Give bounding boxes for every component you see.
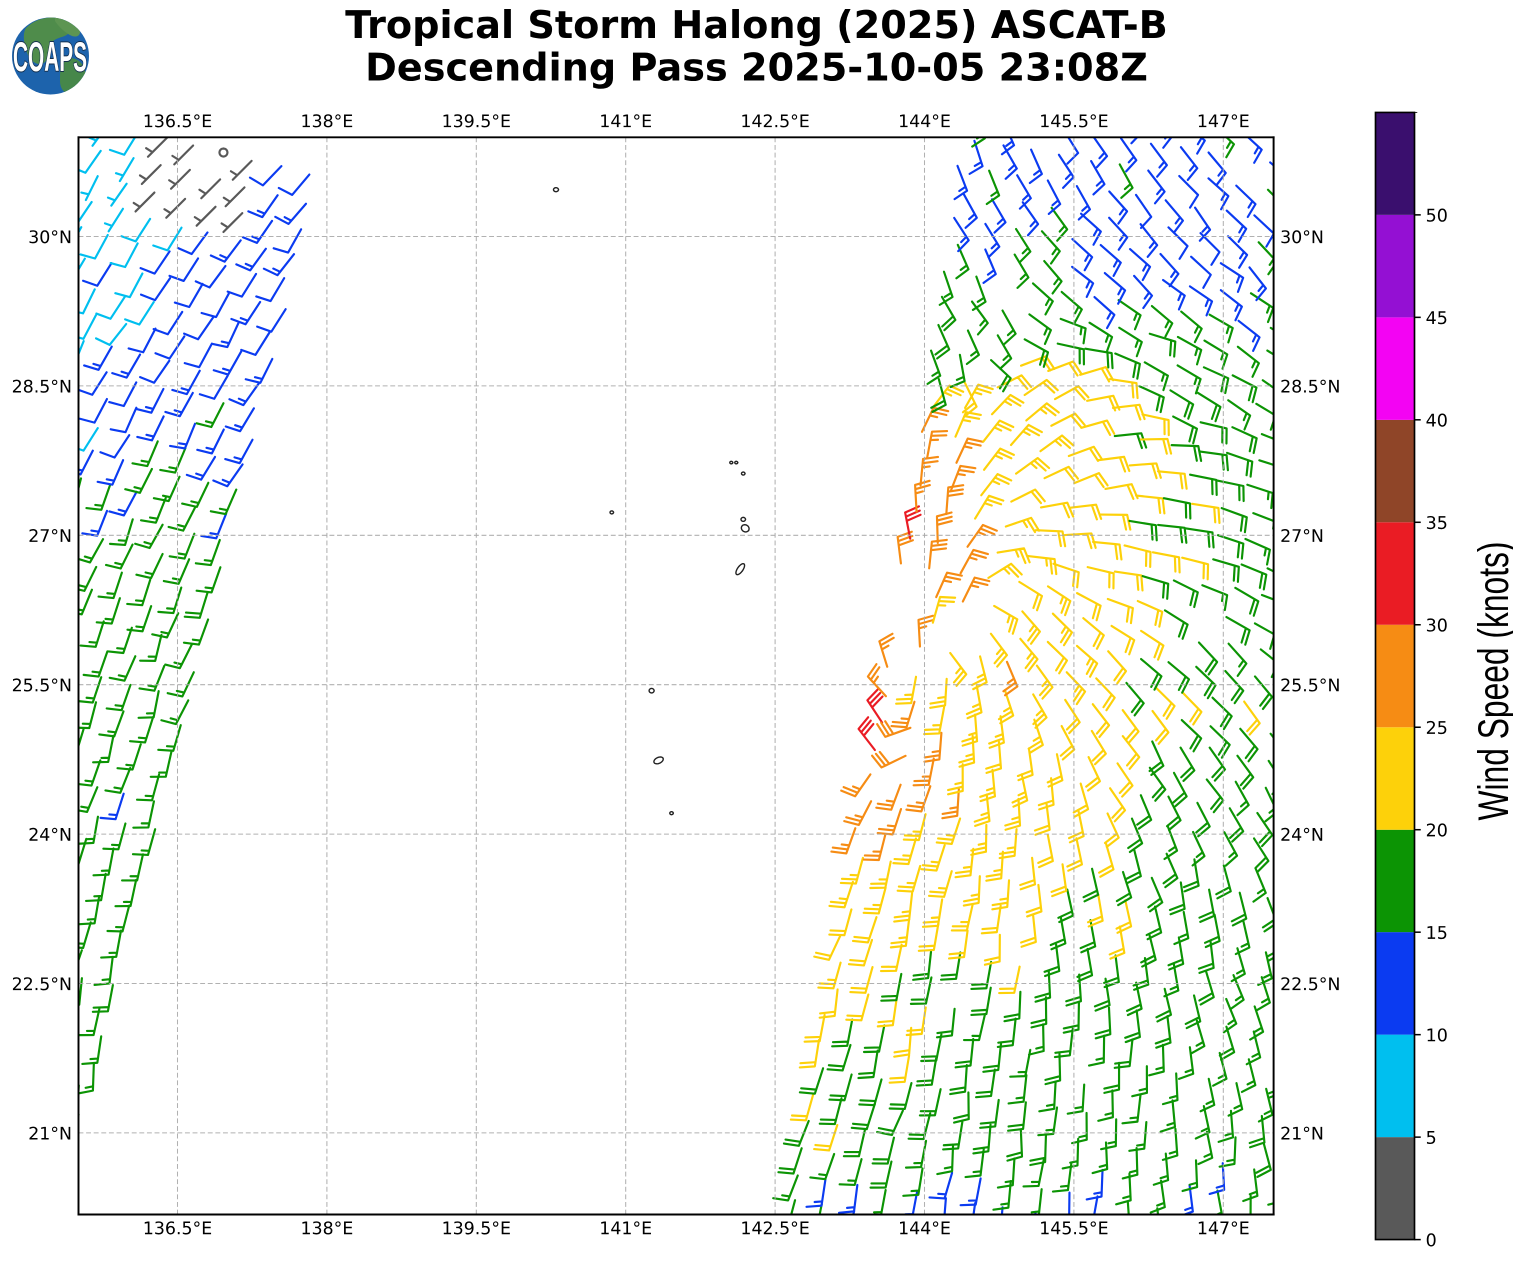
- svg-text:COAPS: COAPS: [13, 33, 87, 80]
- svg-text:Wind Speed (knots): Wind Speed (knots): [1471, 542, 1513, 821]
